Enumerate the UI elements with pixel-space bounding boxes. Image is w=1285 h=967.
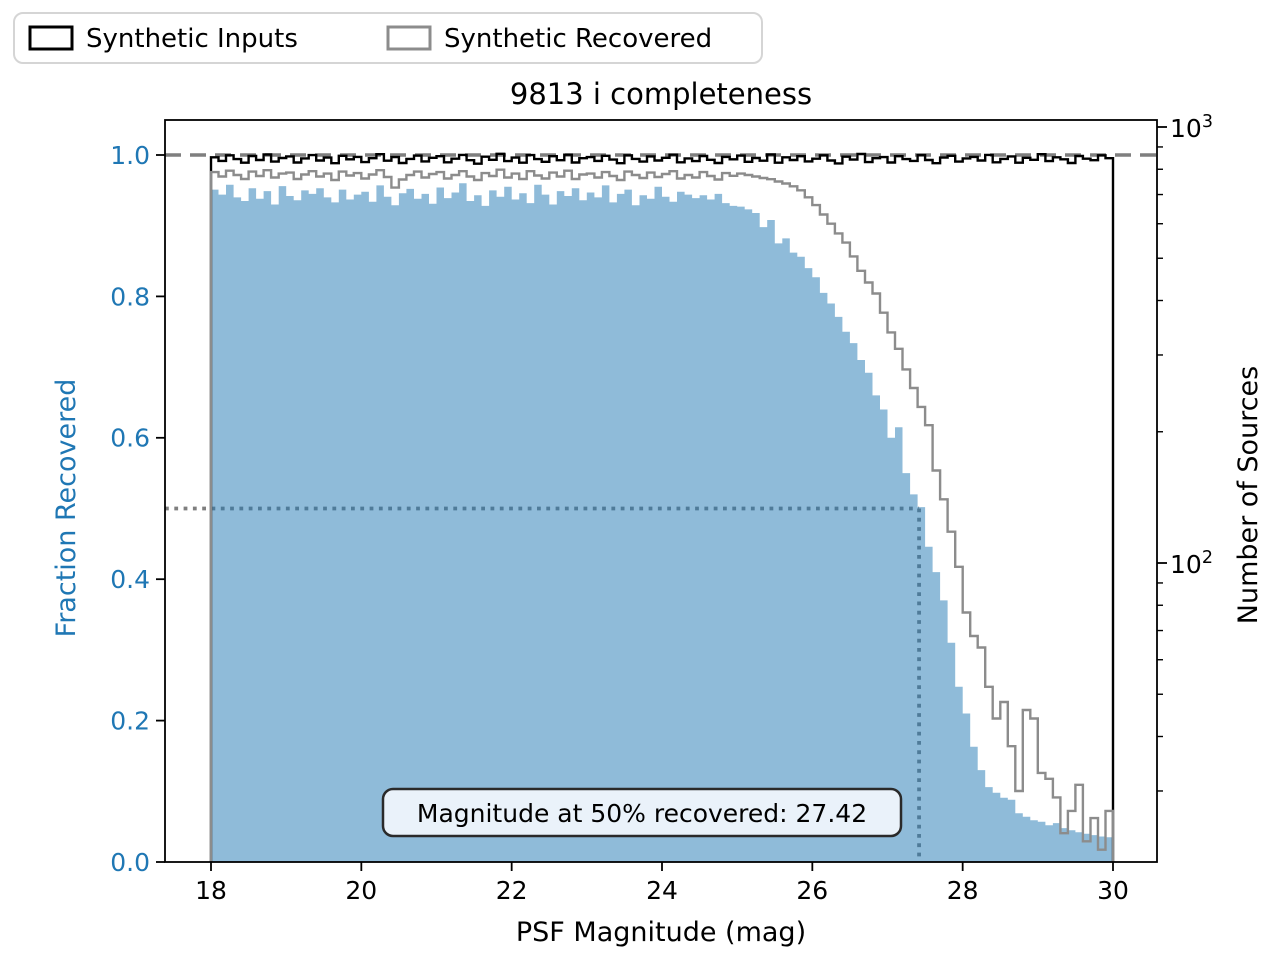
annotation-text: Magnitude at 50% recovered: 27.42 <box>417 799 867 828</box>
y2-tick-label-1000: 103 <box>1170 112 1213 143</box>
plot-spines <box>164 119 1158 863</box>
synthetic-inputs-histogram <box>209 152 1115 862</box>
legend: Synthetic Inputs Synthetic Recovered <box>13 12 763 64</box>
x-tick-label: 26 <box>796 876 828 905</box>
chart-title: 9813 i completeness <box>510 77 812 111</box>
histogram-series <box>165 152 1157 863</box>
y-axis-label-right: Number of Sources <box>1233 366 1264 624</box>
tick-marks <box>156 126 1167 871</box>
legend-label: Synthetic Inputs <box>86 24 298 54</box>
legend-item-synthetic-inputs: Synthetic Inputs <box>28 24 298 54</box>
y-tick-label: 0.8 <box>110 283 150 312</box>
synthetic-inputs-swatch-icon <box>28 25 74 51</box>
synthetic-recovered-histogram <box>209 168 1115 862</box>
x-tick-labels: 18 20 22 24 26 28 30 <box>195 876 1129 905</box>
x-tick-label: 22 <box>496 876 528 905</box>
y-left-tick-labels: 0.0 0.2 0.4 0.6 0.8 1.0 <box>110 141 150 877</box>
legend-label: Synthetic Recovered <box>444 24 712 54</box>
y-tick-label: 0.2 <box>110 707 150 736</box>
y-right-tick-labels: 103 102 <box>1170 112 1213 579</box>
fraction-recovered-filled-histogram <box>211 183 1113 863</box>
annotation-box <box>381 787 903 838</box>
legend-item-synthetic-recovered: Synthetic Recovered <box>386 24 712 54</box>
x-tick-label: 24 <box>646 876 678 905</box>
x-axis-label: PSF Magnitude (mag) <box>516 917 806 948</box>
x-tick-label: 28 <box>947 876 979 905</box>
y-tick-label: 0.4 <box>110 565 150 594</box>
annotation: Magnitude at 50% recovered: 27.42 <box>381 787 903 838</box>
x-tick-label: 18 <box>195 876 227 905</box>
y-axis-label-left: Fraction Recovered <box>51 379 82 638</box>
synthetic-recovered-swatch-icon <box>386 25 432 51</box>
y-tick-label: 0.6 <box>110 424 150 453</box>
x-tick-label: 30 <box>1097 876 1129 905</box>
y-tick-label: 1.0 <box>110 141 150 170</box>
y2-tick-label-100: 102 <box>1170 548 1213 579</box>
y-tick-label: 0.0 <box>110 848 150 877</box>
x-tick-label: 20 <box>345 876 377 905</box>
